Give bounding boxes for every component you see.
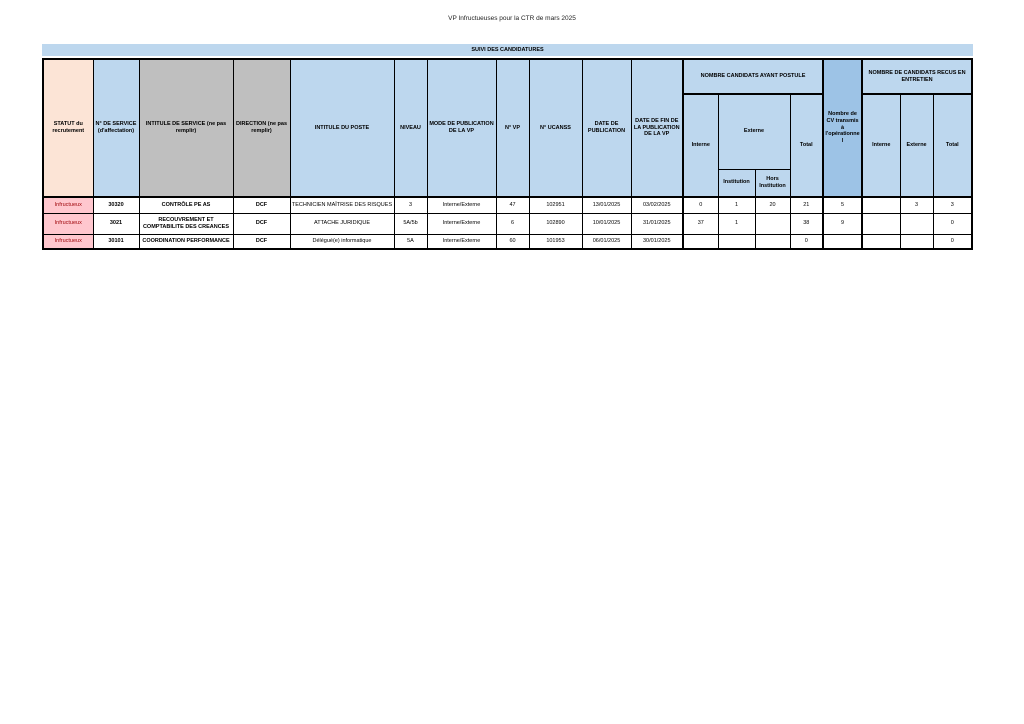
cell-entretien-total: 3 [932, 196, 973, 214]
col-header-date-publication: DATE DE PUBLICATION [581, 58, 632, 198]
cell-num-ucanss: 102890 [528, 212, 583, 235]
cell-statut: Infructueux [42, 196, 94, 214]
cell-postule-institution [717, 233, 756, 250]
cell-mode-publication: Interne/Externe [426, 196, 497, 214]
cell-postule-hors-institution [754, 233, 791, 250]
col-header-cv-transmis: Nombre de CV transmis à l'opérationnel [822, 58, 864, 198]
col-header-entretien-total: Total [932, 93, 973, 198]
cell-postule-hors-institution [754, 212, 791, 235]
cell-niveau: 5A [393, 233, 428, 250]
cell-num-service: 3021 [92, 212, 140, 235]
cell-mode-publication: Interne/Externe [426, 233, 497, 250]
cell-entretien-interne [861, 196, 901, 214]
cell-date-publication: 06/01/2025 [581, 233, 632, 250]
cell-num-vp: 60 [495, 233, 530, 250]
page-title: VP Infructueuses pour la CTR de mars 202… [448, 15, 576, 22]
cell-postule-institution: 1 [717, 212, 756, 235]
col-header-direction: DIRECTION (ne pas remplir) [232, 58, 291, 198]
candidatures-table-wrapper: STATUT du recrutement N° DE SERVICE (d'a… [42, 58, 974, 250]
cell-date-fin: 30/01/2025 [630, 233, 684, 250]
col-header-entretien-externe: Externe [899, 93, 934, 198]
cell-postule-interne: 0 [682, 196, 719, 214]
cell-intitule-poste: TECHNICIEN MAÎTRISE DES RISQUES [289, 196, 395, 214]
col-header-intitule-service: INTITULE DE SERVICE (ne pas remplir) [138, 58, 234, 198]
cell-num-ucanss: 102951 [528, 196, 583, 214]
header-row-sub: Interne Externe Total Interne Externe To… [43, 93, 973, 198]
col-header-num-vp: N° VP [495, 58, 530, 198]
col-header-hors-institution: Hors Institution [754, 168, 791, 198]
col-header-mode-publication: MODE DE PUBLICATION DE LA VP [426, 58, 497, 198]
cell-cv-transmis: 9 [822, 212, 864, 235]
cell-entretien-externe [899, 212, 934, 235]
group-header-entretien: NOMBRE DE CANDIDATS RECUS EN ENTRETIEN [861, 58, 973, 95]
table-row: Infructueux 30320 CONTRÔLE PE AS DCF TEC… [42, 196, 973, 214]
cell-postule-interne [682, 233, 719, 250]
cell-entretien-total: 0 [932, 233, 973, 250]
cell-entretien-interne [861, 233, 901, 250]
cell-postule-hors-institution: 20 [754, 196, 791, 214]
table-title-banner: SUIVI DES CANDIDATURES [42, 44, 973, 56]
col-header-num-service: N° DE SERVICE (d'affectation) [92, 58, 140, 198]
col-header-niveau: NIVEAU [393, 58, 428, 198]
col-header-num-ucanss: N° UCANSS [528, 58, 583, 198]
table-row: Infructueux 3021 RECOUVREMENT ET COMPTAB… [42, 212, 973, 235]
cell-date-fin: 31/01/2025 [630, 212, 684, 235]
cell-direction: DCF [232, 212, 291, 235]
cell-mode-publication: Interne/Externe [426, 212, 497, 235]
cell-num-service: 30320 [92, 196, 140, 214]
group-header-postule: NOMBRE CANDIDATS AYANT POSTULE [681, 58, 824, 95]
cell-postule-institution: 1 [717, 196, 756, 214]
cell-postule-total: 38 [789, 212, 824, 235]
cell-intitule-poste: ATTACHE JURIDIQUE [289, 212, 395, 235]
candidatures-table: STATUT du recrutement N° DE SERVICE (d'a… [42, 58, 974, 250]
col-header-entretien-interne: Interne [861, 93, 901, 198]
cell-statut: Infructueux [42, 233, 94, 250]
cell-date-publication: 13/01/2025 [581, 196, 632, 214]
cell-intitule-service: RECOUVREMENT ET COMPTABILITE DES CREANCE… [138, 212, 234, 235]
cell-intitule-poste: Délégué(e) informatique [289, 233, 395, 250]
cell-direction: DCF [232, 233, 291, 250]
cell-date-fin: 03/02/2025 [630, 196, 684, 214]
cell-postule-interne: 37 [682, 212, 719, 235]
col-header-postule-externe: Externe [717, 93, 791, 170]
cell-intitule-service: CONTRÔLE PE AS [138, 196, 234, 214]
cell-entretien-externe [899, 233, 934, 250]
cell-cv-transmis: 5 [822, 196, 864, 214]
cell-entretien-interne [861, 212, 901, 235]
header-row-externe-split: Institution Hors Institution [43, 168, 972, 198]
cell-entretien-externe: 3 [899, 196, 934, 214]
header-row-groups: STATUT du recrutement N° DE SERVICE (d'a… [42, 58, 973, 198]
cell-statut: Infructueux [42, 212, 94, 235]
cell-num-service: 30101 [92, 233, 140, 250]
col-header-postule-total: Total [789, 93, 824, 198]
cell-date-publication: 10/01/2025 [581, 212, 632, 235]
cell-niveau: 5A/5b [393, 212, 428, 235]
cell-num-vp: 6 [495, 212, 530, 235]
cell-postule-total: 21 [789, 196, 824, 214]
table-row: Infructueux 30101 COORDINATION PERFORMAN… [42, 233, 973, 250]
col-header-institution: Institution [717, 168, 756, 198]
col-header-statut: STATUT du recrutement [42, 58, 94, 198]
col-header-date-fin: DATE DE FIN DE LA PUBLICATION DE LA VP [630, 58, 684, 198]
cell-direction: DCF [232, 196, 291, 214]
cell-num-ucanss: 101953 [528, 233, 583, 250]
cell-num-vp: 47 [495, 196, 530, 214]
col-header-intitule-poste: INTITULE DU POSTE [289, 58, 395, 198]
cell-niveau: 3 [393, 196, 428, 214]
col-header-postule-interne: Interne [682, 93, 719, 198]
cell-entretien-total: 0 [932, 212, 973, 235]
cell-postule-total: 0 [789, 233, 824, 250]
cell-intitule-service: COORDINATION PERFORMANCE [138, 233, 234, 250]
cell-cv-transmis [822, 233, 864, 250]
